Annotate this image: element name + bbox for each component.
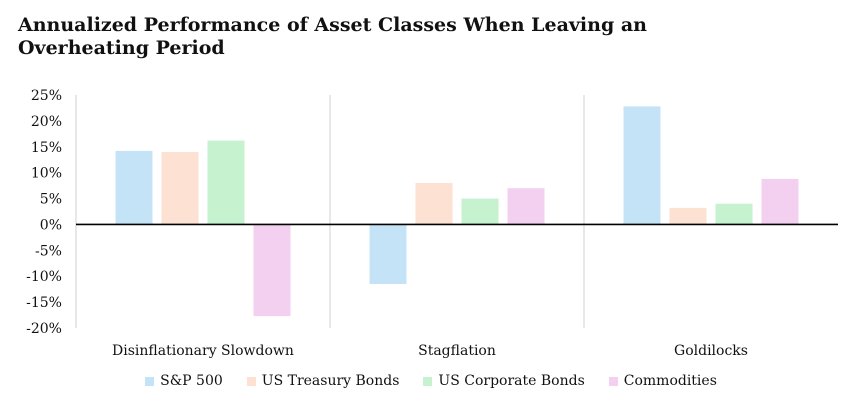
x-category-label: Stagflation: [418, 343, 496, 359]
legend-item: S&P 500: [145, 373, 223, 389]
chart-legend: S&P 500 US Treasury Bonds US Corporate Bon…: [0, 373, 862, 389]
bar-us-corporate-bonds: [715, 203, 753, 225]
y-tick-label: 0%: [40, 217, 62, 233]
y-tick-label: -10%: [26, 269, 62, 285]
bar-us-treasury-bonds: [161, 151, 199, 225]
y-tick-label: -15%: [26, 295, 62, 311]
bar-commodities: [253, 224, 291, 317]
legend-swatch: [608, 376, 618, 386]
legend-item: Commodities: [608, 373, 717, 389]
y-tick-label: -5%: [35, 243, 62, 259]
y-tick-label: 5%: [40, 192, 62, 208]
bar-us-corporate-bonds: [207, 140, 245, 225]
legend-label: US Corporate Bonds: [438, 373, 585, 389]
bar-us-treasury-bonds: [669, 207, 707, 225]
legend-item: US Treasury Bonds: [246, 373, 400, 389]
bar-s-p-500: [115, 150, 153, 225]
legend-item: US Corporate Bonds: [423, 373, 585, 389]
legend-swatch: [423, 376, 433, 386]
legend-label: US Treasury Bonds: [261, 373, 400, 389]
bar-s-p-500: [623, 106, 661, 225]
y-tick-label: 20%: [31, 114, 62, 130]
chart-title: Annualized Performance of Asset Classes …: [18, 14, 647, 59]
x-category-label: Disinflationary Slowdown: [112, 343, 294, 359]
bar-us-treasury-bonds: [415, 183, 453, 225]
y-tick-label: -20%: [26, 321, 62, 337]
bar-s-p-500: [369, 224, 407, 284]
y-tick-label: 10%: [31, 166, 62, 182]
legend-swatch: [145, 376, 155, 386]
bar-us-corporate-bonds: [461, 198, 499, 225]
x-category-label: Goldilocks: [674, 343, 748, 359]
bar-commodities: [507, 188, 545, 225]
legend-label: S&P 500: [160, 373, 223, 389]
bar-commodities: [761, 178, 799, 225]
y-tick-label: 25%: [31, 88, 62, 104]
y-tick-label: 15%: [31, 140, 62, 156]
legend-label: Commodities: [623, 373, 717, 389]
legend-swatch: [246, 376, 256, 386]
